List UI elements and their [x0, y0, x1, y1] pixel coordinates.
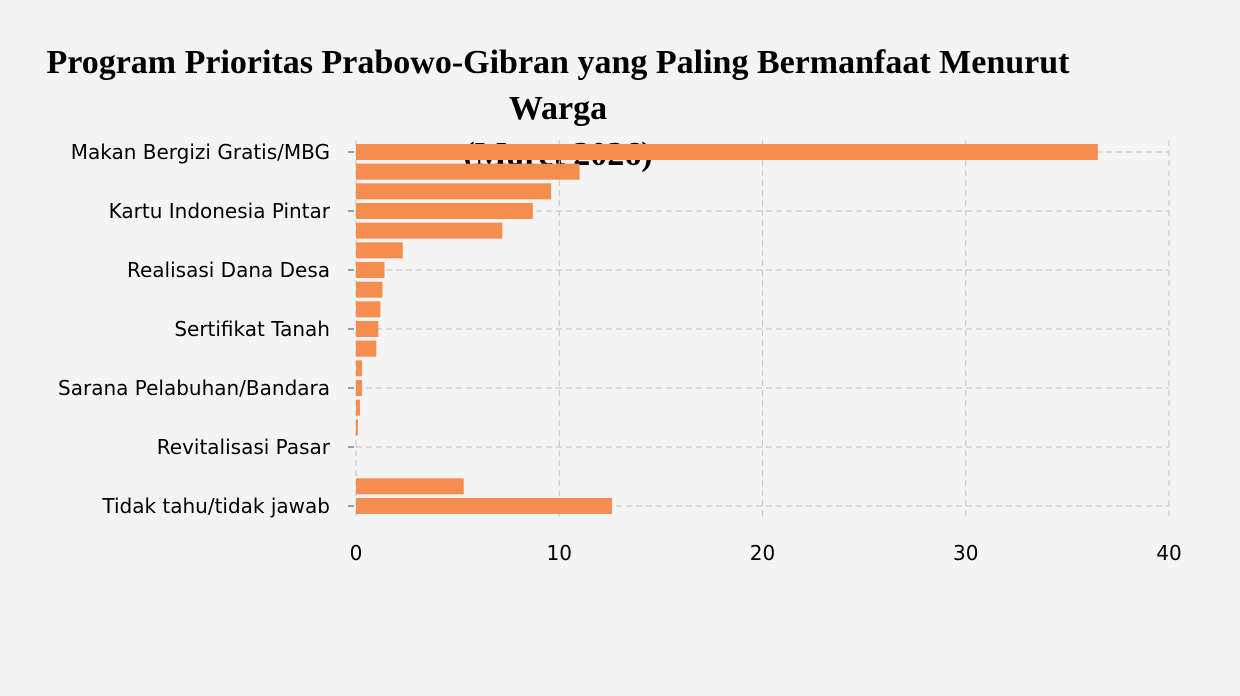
- bar: [356, 478, 464, 495]
- y-tick-label: Revitalisasi Pasar: [157, 435, 331, 459]
- bar: [356, 340, 377, 357]
- x-tick-label: 20: [750, 541, 775, 565]
- chart-title: Program Prioritas Prabowo-Gibran yang Pa…: [0, 40, 1116, 178]
- y-tick-label: Kartu Indonesia Pintar: [109, 199, 331, 223]
- bar: [356, 203, 533, 219]
- x-tick-label: 0: [350, 541, 363, 565]
- bar: [356, 262, 385, 278]
- y-tick-label: Sertifikat Tanah: [174, 317, 330, 341]
- bar: [356, 380, 363, 396]
- y-tick-label: Tidak tahu/tidak jawab: [101, 494, 330, 518]
- bar: [356, 242, 403, 259]
- y-tick-label: Realisasi Dana Desa: [127, 258, 330, 282]
- y-tick-label: Sarana Pelabuhan/Bandara: [58, 376, 330, 400]
- x-tick-label: 10: [547, 541, 572, 565]
- bar: [356, 498, 613, 514]
- bar: [356, 399, 361, 416]
- chart-title-line-1: Program Prioritas Prabowo-Gibran yang Pa…: [46, 44, 1070, 127]
- bar: [356, 419, 359, 436]
- bar: [356, 144, 1098, 160]
- bar: [356, 360, 363, 377]
- bar: [356, 163, 580, 180]
- bar: [356, 321, 379, 337]
- x-tick-label: 30: [953, 541, 978, 565]
- x-tick-label: 40: [1156, 541, 1181, 565]
- bars-layer: [356, 144, 1098, 514]
- bar: [356, 301, 381, 318]
- bar: [356, 222, 503, 239]
- bar: [356, 281, 383, 298]
- y-tick-label: Makan Bergizi Gratis/MBG: [71, 140, 330, 164]
- y-axis-labels: Makan Bergizi Gratis/MBG Kartu Indonesia …: [58, 140, 354, 518]
- x-axis-labels: 0 10 20 30 40: [350, 541, 1182, 565]
- bar: [356, 183, 552, 200]
